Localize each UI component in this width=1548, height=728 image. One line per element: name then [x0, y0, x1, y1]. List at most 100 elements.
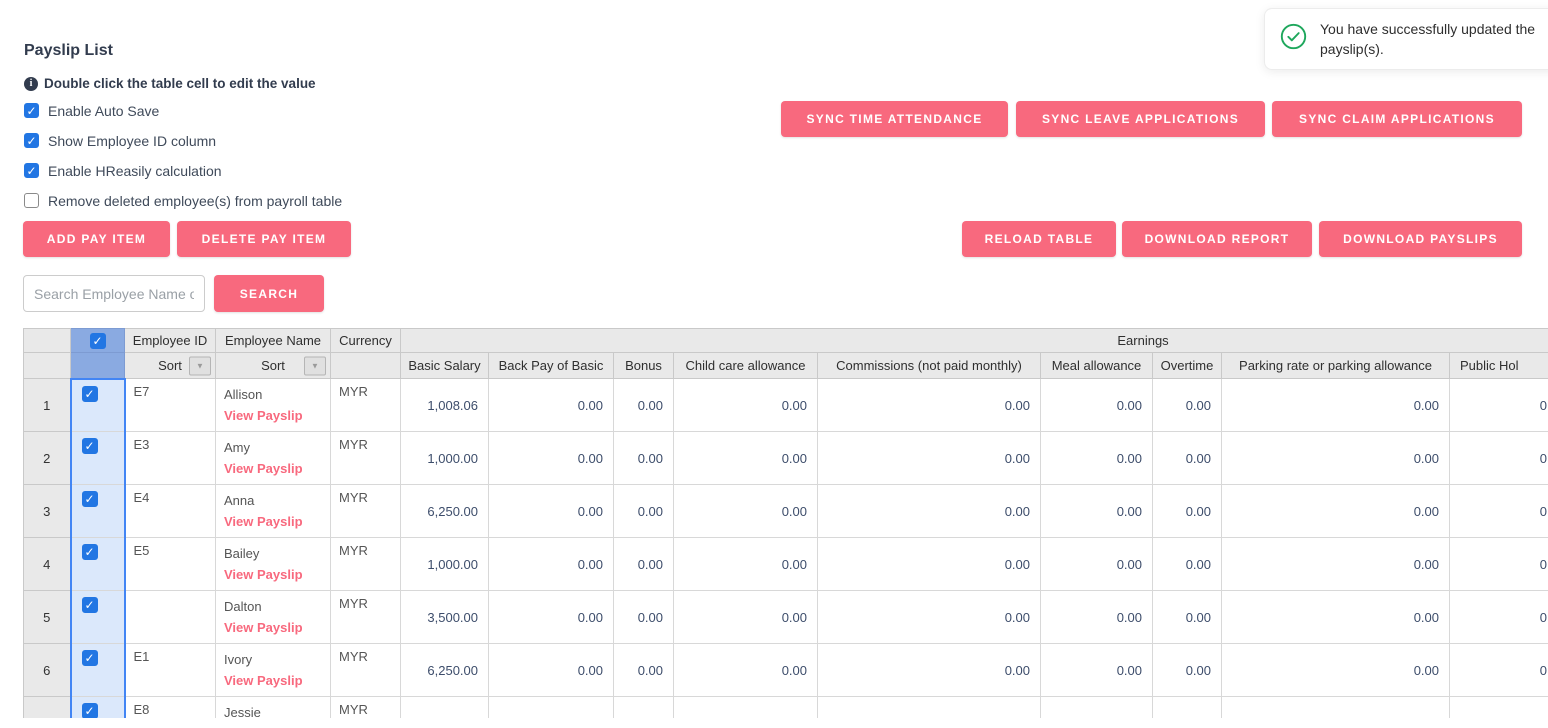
employee-name-cell[interactable]: Amy View Payslip [215, 431, 331, 485]
back-pay-cell[interactable]: 0.00 [488, 378, 614, 432]
parking-cell[interactable]: 0.00 [1221, 431, 1450, 485]
employee-id-cell[interactable]: E7 [124, 378, 216, 432]
row-select-cell[interactable] [69, 696, 126, 718]
child-care-cell[interactable]: 0.00 [673, 696, 818, 718]
overtime-cell[interactable]: 0.00 [1152, 643, 1222, 697]
row-checkbox[interactable] [81, 597, 98, 613]
basic-salary-cell[interactable]: 1,000.00 [400, 431, 489, 485]
back-pay-cell[interactable]: 0.00 [488, 484, 614, 538]
row-select-cell[interactable] [69, 643, 126, 697]
parking-cell[interactable]: 0.00 [1221, 696, 1450, 718]
commissions-cell[interactable]: 0.00 [817, 643, 1041, 697]
remove-deleted-employees-checkbox[interactable] [24, 193, 39, 208]
row-select-cell[interactable] [69, 377, 126, 432]
public-holiday-cell[interactable]: 0.00 [1448, 590, 1548, 644]
overtime-cell[interactable]: 0.00 [1152, 696, 1222, 718]
search-input[interactable] [23, 275, 205, 312]
filter-icon[interactable]: ▼ [304, 356, 326, 375]
sort-employee-name[interactable]: Sort ▼ [215, 352, 331, 379]
overtime-cell[interactable]: 0.00 [1152, 537, 1222, 591]
row-select-cell[interactable] [69, 431, 126, 485]
parking-cell[interactable]: 0.00 [1221, 484, 1450, 538]
sync-time-attendance-button[interactable]: SYNC TIME ATTENDANCE [781, 101, 1008, 137]
back-pay-cell[interactable]: 0.00 [488, 590, 614, 644]
row-select-cell[interactable] [69, 484, 126, 538]
search-button[interactable]: SEARCH [214, 275, 324, 312]
overtime-cell[interactable]: 0.00 [1152, 484, 1222, 538]
employee-id-cell[interactable]: E8 [124, 696, 216, 718]
public-holiday-cell[interactable]: 0.00 [1448, 696, 1548, 718]
bonus-cell[interactable]: 0.00 [613, 484, 674, 538]
enable-hreasily-calculation-checkbox[interactable] [24, 163, 39, 178]
sort-employee-id[interactable]: Sort ▼ [124, 352, 216, 379]
row-checkbox[interactable] [81, 544, 98, 560]
commissions-cell[interactable]: 0.00 [817, 484, 1041, 538]
bonus-cell[interactable]: 0.00 [613, 590, 674, 644]
filter-icon[interactable]: ▼ [189, 356, 211, 375]
commissions-cell[interactable]: 0.00 [817, 378, 1041, 432]
currency-cell[interactable]: MYR [330, 590, 401, 644]
bonus-cell[interactable]: 0.00 [613, 431, 674, 485]
meal-allowance-cell[interactable]: 0.00 [1040, 590, 1153, 644]
employee-id-cell[interactable] [124, 590, 216, 644]
employee-name-cell[interactable]: Bailey View Payslip [215, 537, 331, 591]
meal-allowance-cell[interactable]: 0.00 [1040, 643, 1153, 697]
select-all-checkbox[interactable] [89, 332, 106, 349]
back-pay-cell[interactable]: 0.00 [488, 431, 614, 485]
view-payslip-link[interactable]: View Payslip [224, 461, 303, 476]
row-select-cell[interactable] [69, 537, 126, 591]
employee-id-cell[interactable]: E5 [124, 537, 216, 591]
meal-allowance-cell[interactable]: 0.00 [1040, 431, 1153, 485]
basic-salary-cell[interactable]: 41,071.26 [400, 696, 489, 718]
view-payslip-link[interactable]: View Payslip [224, 567, 303, 582]
meal-allowance-cell[interactable]: 0.00 [1040, 696, 1153, 718]
bonus-cell[interactable]: 0.00 [613, 643, 674, 697]
employee-name-cell[interactable]: JessieView Payslip [215, 696, 331, 718]
back-pay-cell[interactable]: 721.29 [488, 696, 614, 718]
commissions-cell[interactable]: 0.00 [817, 590, 1041, 644]
currency-cell[interactable]: MYR [330, 378, 401, 432]
employee-id-cell[interactable]: E3 [124, 431, 216, 485]
row-checkbox[interactable] [81, 438, 98, 454]
enable-auto-save-checkbox[interactable] [24, 103, 39, 118]
overtime-cell[interactable]: 0.00 [1152, 378, 1222, 432]
child-care-cell[interactable]: 0.00 [673, 590, 818, 644]
view-payslip-link[interactable]: View Payslip [224, 620, 303, 635]
child-care-cell[interactable]: 0.00 [673, 484, 818, 538]
sync-claim-applications-button[interactable]: SYNC CLAIM APPLICATIONS [1272, 101, 1522, 137]
currency-cell[interactable]: MYR [330, 484, 401, 538]
back-pay-cell[interactable]: 0.00 [488, 643, 614, 697]
currency-cell[interactable]: MYR [330, 537, 401, 591]
employee-name-cell[interactable]: Dalton View Payslip [215, 590, 331, 644]
currency-cell[interactable]: MYR [330, 696, 401, 718]
meal-allowance-cell[interactable]: 0.00 [1040, 378, 1153, 432]
download-payslips-button[interactable]: DOWNLOAD PAYSLIPS [1319, 221, 1522, 257]
parking-cell[interactable]: 0.00 [1221, 643, 1450, 697]
overtime-cell[interactable]: 0.00 [1152, 590, 1222, 644]
delete-pay-item-button[interactable]: DELETE PAY ITEM [177, 221, 351, 257]
public-holiday-cell[interactable]: 0.00 [1448, 537, 1548, 591]
public-holiday-cell[interactable]: 0.00 [1448, 431, 1548, 485]
public-holiday-cell[interactable]: 0.00 [1448, 378, 1548, 432]
add-pay-item-button[interactable]: ADD PAY ITEM [23, 221, 170, 257]
child-care-cell[interactable]: 0.00 [673, 431, 818, 485]
currency-cell[interactable]: MYR [330, 643, 401, 697]
employee-name-cell[interactable]: Ivory View Payslip [215, 643, 331, 697]
download-report-button[interactable]: DOWNLOAD REPORT [1122, 221, 1312, 257]
parking-cell[interactable]: 0.00 [1221, 378, 1450, 432]
row-checkbox[interactable] [81, 491, 98, 507]
back-pay-cell[interactable]: 0.00 [488, 537, 614, 591]
employee-name-cell[interactable]: Allison View Payslip [215, 378, 331, 432]
row-checkbox[interactable] [81, 703, 98, 718]
view-payslip-link[interactable]: View Payslip [224, 408, 303, 423]
row-checkbox[interactable] [81, 650, 98, 666]
overtime-cell[interactable]: 0.00 [1152, 431, 1222, 485]
bonus-cell[interactable]: 0.00 [613, 537, 674, 591]
currency-cell[interactable]: MYR [330, 431, 401, 485]
basic-salary-cell[interactable]: 6,250.00 [400, 643, 489, 697]
employee-id-cell[interactable]: E4 [124, 484, 216, 538]
employee-id-cell[interactable]: E1 [124, 643, 216, 697]
employee-name-cell[interactable]: Anna View Payslip [215, 484, 331, 538]
meal-allowance-cell[interactable]: 0.00 [1040, 537, 1153, 591]
parking-cell[interactable]: 0.00 [1221, 537, 1450, 591]
